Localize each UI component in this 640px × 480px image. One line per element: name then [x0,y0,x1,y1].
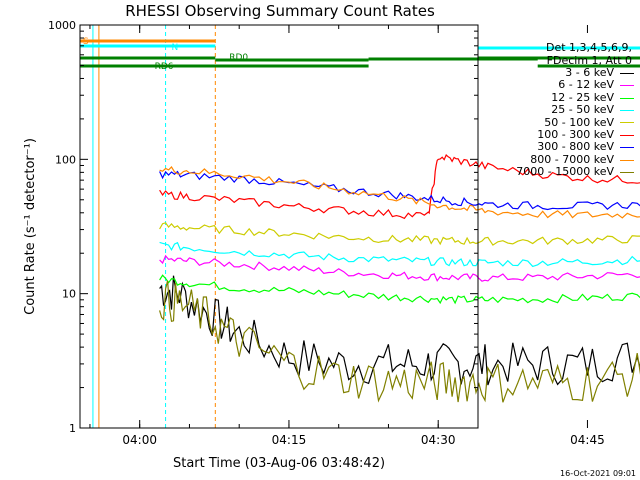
legend-entry: 100 - 300 keV [516,128,634,142]
legend-swatch [620,72,634,74]
legend-swatch [620,159,634,161]
chart-title: RHESSI Observing Summary Count Rates [125,2,435,20]
legend-entry: 3 - 6 keV [516,66,634,79]
detector-info-line: FDecim 1, Att 0 [546,53,632,67]
x-tick-label: 04:00 [122,433,157,447]
flag-label: RD6 [155,62,174,72]
detector-info-line: Det 1,3,4,5,6,9, [545,41,632,54]
y-tick-label: 100 [55,153,76,166]
x-tick-label: 04:45 [570,433,605,447]
legend-swatch [620,171,634,173]
y-tick-label: 10 [62,288,76,301]
series-line [159,275,640,386]
series-line [159,166,640,219]
legend-label: 100 - 300 keV [537,128,614,142]
legend-swatch [620,97,634,99]
legend-label: 12 - 25 keV [551,90,614,104]
x-tick-label: 04:30 [421,433,456,447]
legend-swatch [620,85,634,87]
legend-entry: 800 - 7000 keV [516,152,634,166]
footer-date: 16-Oct-2021 09:01 [560,469,636,478]
legend-label: 25 - 50 keV [551,103,614,117]
series-line [159,222,640,246]
y-axis-label: Count Rate (s⁻¹ detector⁻¹) [23,138,38,315]
flag-label: RD0 [229,53,248,63]
legend-label: 7000 - 15000 keV [516,165,614,179]
legend-entry: 300 - 800 keV [516,141,634,153]
legend-entry: 12 - 25 keV [516,90,634,104]
legend-label: 3 - 6 keV [565,66,614,79]
series-line [159,170,640,211]
legend: 3 - 6 keV 6 - 12 keV 12 - 25 keV 25 - 50 ke… [516,66,634,179]
legend-entry: 25 - 50 keV [516,103,634,117]
flag-label: N [172,43,179,53]
legend-entry: 50 - 100 keV [516,115,634,129]
series-line [159,254,640,282]
legend-entry: 6 - 12 keV [516,78,634,92]
series-line [159,274,640,305]
series-line [159,153,640,220]
legend-label: 800 - 7000 keV [530,152,614,166]
y-tick-label: 1000 [48,19,76,32]
y-tick-label: 1 [69,422,76,435]
legend-label: 6 - 12 keV [558,78,614,92]
series-line [159,280,640,403]
legend-label: 300 - 800 keV [537,140,614,154]
legend-label: 50 - 100 keV [544,115,614,129]
flag-label: S [83,37,89,47]
series-line [159,241,640,268]
detector-info: Det 1,3,4,5,6,9, FDecim 1, Att 0 [545,41,632,67]
legend-swatch [620,109,634,111]
axes-frame [79,24,479,429]
legend-entry: 7000 - 15000 keV [516,165,634,179]
x-axis-label: Start Time (03-Aug-06 03:48:42) [173,456,385,471]
x-tick-label: 04:15 [272,433,307,447]
legend-swatch [620,134,634,136]
legend-swatch [620,147,634,149]
legend-swatch [620,122,634,124]
